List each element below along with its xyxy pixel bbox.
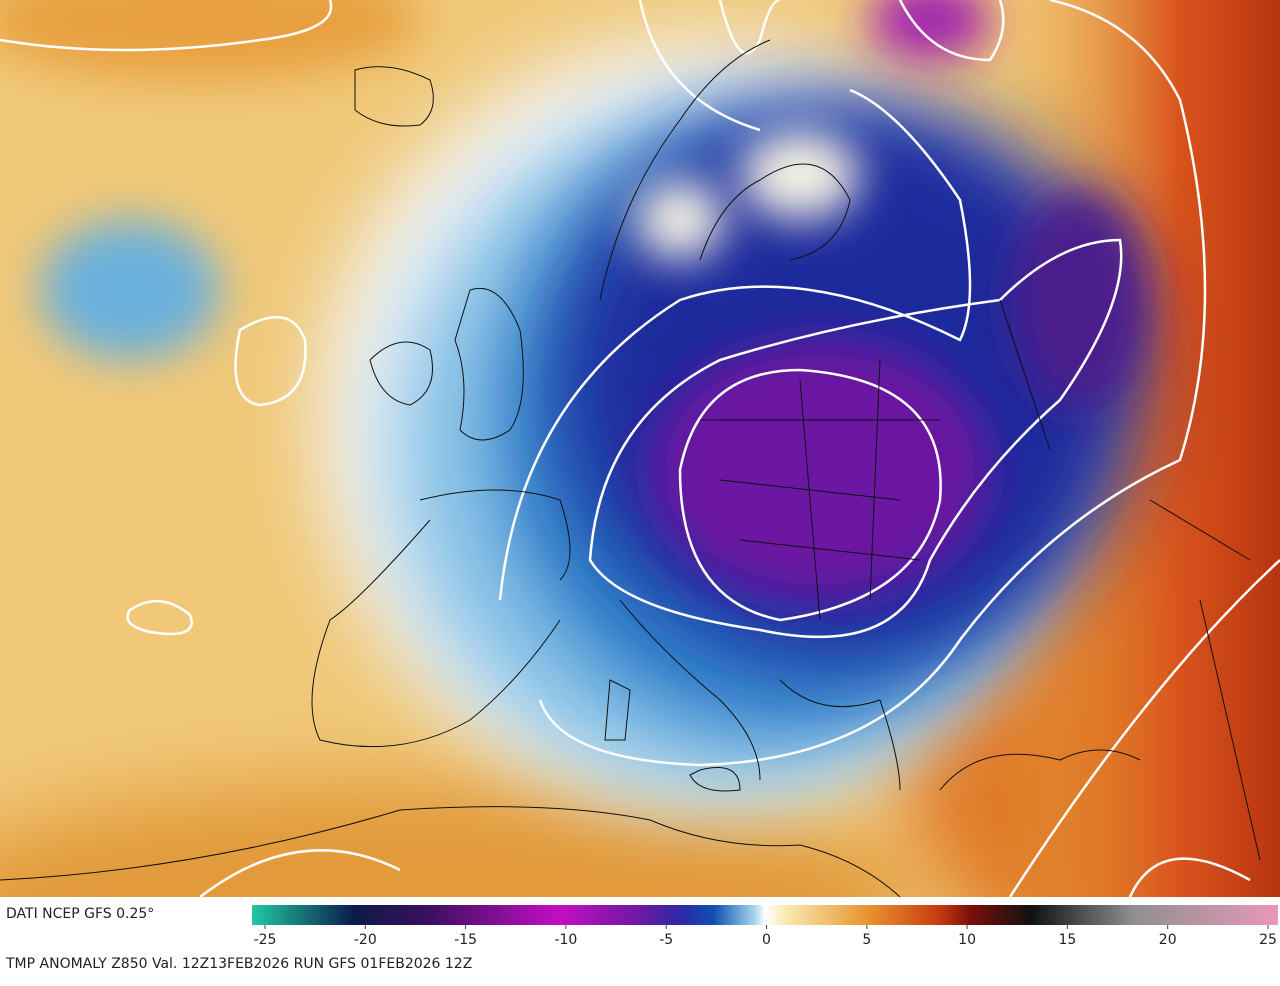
source-label: DATI NCEP GFS 0.25° xyxy=(6,906,154,922)
colorbar-tick-label: -20 xyxy=(354,932,377,948)
colorbar-tick-label: -10 xyxy=(554,932,577,948)
colorbar-tick-label: 10 xyxy=(958,932,976,948)
colorbar-tick-label: -5 xyxy=(659,932,673,948)
colorbar-tick-label: 15 xyxy=(1058,932,1076,948)
colorbar xyxy=(252,905,1278,925)
colorbar-tick-label: 20 xyxy=(1159,932,1177,948)
colorbar-tick-label: 0 xyxy=(762,932,771,948)
caption: TMP ANOMALY Z850 Val. 12Z13FEB2026 RUN G… xyxy=(5,956,472,972)
colorbar-tick-label: -15 xyxy=(454,932,477,948)
contours xyxy=(0,0,1280,897)
colorbar-tick-label: 25 xyxy=(1259,932,1277,948)
colorbar-tick-label: 5 xyxy=(862,932,871,948)
colorbar-tick-label: -25 xyxy=(254,932,277,948)
coastlines xyxy=(0,39,1261,897)
